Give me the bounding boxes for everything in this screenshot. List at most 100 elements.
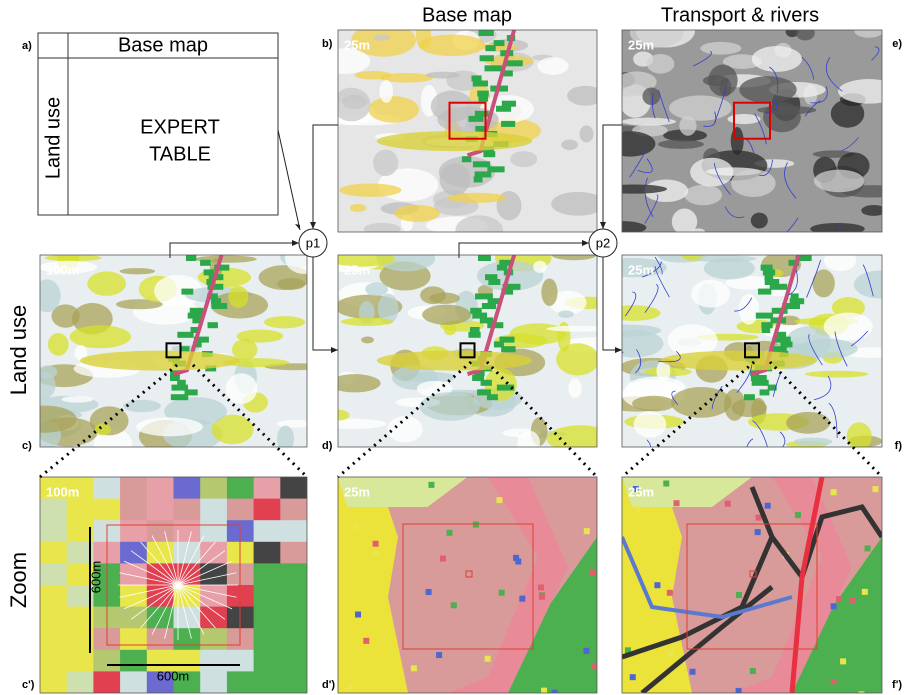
terrain-patch <box>838 79 899 104</box>
grid-cell <box>174 499 201 521</box>
pixel <box>353 524 359 530</box>
terrain-patch <box>510 151 537 167</box>
resolution-label: 100m <box>46 262 79 277</box>
pixel <box>373 541 379 547</box>
terrain-patch <box>120 268 155 274</box>
terrain-patch <box>420 392 480 421</box>
grid-cell <box>227 499 254 521</box>
pixel <box>440 556 446 562</box>
pixel <box>795 512 801 518</box>
grid-cell <box>174 628 201 650</box>
pixel <box>725 501 731 507</box>
pixel <box>862 589 868 595</box>
terrain-patch <box>327 410 349 421</box>
grid-cell <box>200 650 227 672</box>
node-label: p2 <box>596 235 610 250</box>
grid-cell <box>200 477 227 499</box>
terrain-patch <box>361 337 374 344</box>
pixel <box>355 612 361 618</box>
terrain-patch <box>426 72 460 79</box>
pixel <box>690 669 696 675</box>
pixel <box>635 506 641 512</box>
forest-patch <box>468 332 480 338</box>
figure: a) Base map Land use EXPERT TABLE Base m… <box>0 0 904 695</box>
terrain-patch <box>704 257 755 279</box>
terrain-patch <box>634 411 667 438</box>
forest-patch <box>487 394 498 400</box>
terrain-patch <box>455 215 503 244</box>
forest-patch <box>485 45 495 51</box>
pixel <box>831 603 837 609</box>
grid-cell <box>254 607 281 629</box>
terrain-patch <box>739 76 796 103</box>
terrain-patch <box>786 412 830 434</box>
terrain-patch <box>606 305 660 321</box>
grid-cell <box>227 650 254 672</box>
map-panel <box>338 477 598 695</box>
terrain-patch <box>62 396 93 403</box>
forest-patch <box>762 327 771 333</box>
terrain-patch <box>517 430 540 454</box>
map-content <box>319 22 605 244</box>
terrain-patch <box>814 170 864 193</box>
grid-cell <box>67 650 94 672</box>
terrain-patch <box>350 204 367 212</box>
grid-cell <box>280 520 307 542</box>
terrain-patch <box>751 213 768 229</box>
river <box>604 352 624 385</box>
grid-cell <box>147 477 174 499</box>
table-column-header: Base map <box>118 34 208 56</box>
forest-patch <box>474 176 483 182</box>
grid-cell <box>147 628 174 650</box>
forest-patch <box>501 346 515 352</box>
terrain-patch <box>558 310 574 318</box>
arrow <box>603 257 622 350</box>
terrain-patch <box>226 373 258 404</box>
map-panel <box>319 22 605 244</box>
row-header: Zoom <box>6 552 31 608</box>
resolution-label: 25m <box>344 484 370 499</box>
pixel <box>363 638 369 644</box>
grid-cell <box>280 477 307 499</box>
map-content <box>338 477 598 695</box>
terrain-patch <box>533 261 547 273</box>
pixel <box>426 589 432 595</box>
forest-patch <box>212 303 228 309</box>
map-panel <box>40 477 308 694</box>
pixel <box>756 515 762 521</box>
terrain-patch <box>394 205 440 222</box>
terrain-patch <box>379 80 393 103</box>
arrowhead <box>292 240 299 246</box>
node-label: p1 <box>306 235 320 250</box>
terrain-patch <box>228 286 248 308</box>
grid-cell <box>40 520 67 542</box>
forest-patch <box>482 303 496 309</box>
terrain-patch <box>647 54 674 74</box>
grid-cell <box>120 499 147 521</box>
grid-cell <box>93 650 120 672</box>
pixel <box>411 665 417 671</box>
pixel <box>667 650 673 656</box>
terrain-patch <box>365 282 388 296</box>
terrain-patch <box>642 88 660 106</box>
terrain-patch <box>70 325 131 348</box>
terrain-patch <box>684 185 722 205</box>
resolution-label: 25m <box>628 484 654 499</box>
terrain-patch <box>339 184 401 197</box>
pixel <box>667 590 673 596</box>
forest-patch <box>478 255 491 261</box>
terrain-patch <box>373 149 398 176</box>
terrain-patch <box>364 223 401 236</box>
terrain-patch <box>861 205 886 216</box>
grid-cell <box>93 499 120 521</box>
pixel <box>663 480 669 486</box>
pixel <box>499 590 505 596</box>
grid-cell <box>93 671 120 693</box>
panel-label: c') <box>22 679 35 691</box>
grid-cell <box>200 542 227 564</box>
grid-cell <box>200 563 227 585</box>
terrain-patch <box>568 379 582 398</box>
terrain-patch <box>264 316 305 328</box>
terrain-patch <box>341 318 393 326</box>
pixel <box>566 619 572 625</box>
